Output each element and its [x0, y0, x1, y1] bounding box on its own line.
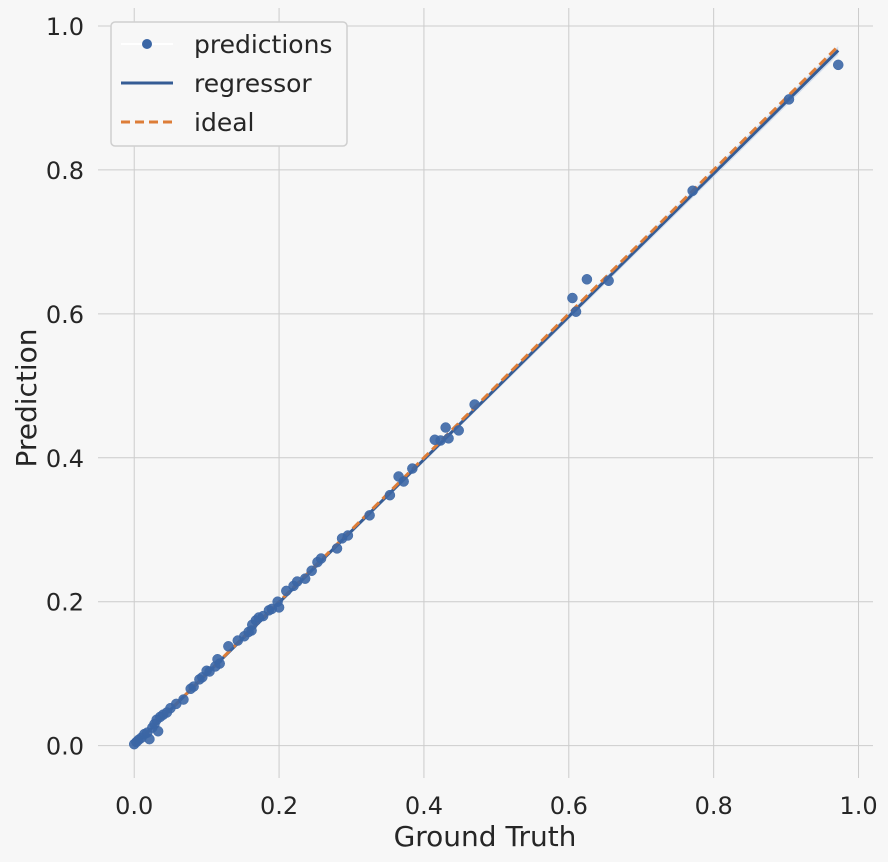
- y-tick-label: 1.0: [46, 13, 84, 41]
- y-axis-label: Prediction: [10, 328, 43, 467]
- chart-legend: predictions regressor ideal: [110, 21, 348, 147]
- grid-layer: [98, 8, 873, 778]
- prediction-point: [331, 543, 343, 554]
- prediction-point: [306, 565, 317, 576]
- legend-predictions-marker: [142, 39, 152, 49]
- prediction-point: [567, 292, 578, 304]
- prediction-point: [315, 553, 327, 564]
- y-tick-label: 0.4: [46, 445, 84, 473]
- prediction-point: [152, 725, 164, 737]
- prediction-point: [144, 733, 155, 745]
- x-tick-label: 0.2: [260, 792, 298, 820]
- legend-box: [110, 21, 348, 147]
- prediction-point: [178, 694, 189, 705]
- y-tick-label: 0.8: [46, 157, 84, 185]
- legend-regressor-label: regressor: [194, 69, 312, 98]
- x-axis-label: Ground Truth: [394, 820, 577, 853]
- prediction-point: [188, 681, 199, 692]
- x-tick-label: 0.6: [550, 792, 588, 820]
- y-tick-labels: 0.0 0.2 0.4 0.6 0.8 1.0: [46, 13, 84, 761]
- legend-ideal-label: ideal: [194, 108, 254, 137]
- prediction-point: [581, 274, 593, 285]
- prediction-point: [273, 602, 285, 613]
- prediction-point: [469, 399, 480, 410]
- y-tick-label: 0.6: [46, 301, 84, 329]
- prediction-point: [281, 585, 292, 597]
- x-tick-labels: 0.0 0.2 0.4 0.6 0.8 1.0: [115, 792, 877, 820]
- prediction-point: [398, 476, 409, 487]
- x-tick-label: 0.0: [115, 792, 153, 820]
- prediction-point: [299, 573, 311, 584]
- prediction-point: [223, 641, 234, 652]
- ideal-line: [133, 45, 840, 747]
- x-tick-label: 0.8: [695, 792, 733, 820]
- prediction-point: [214, 658, 225, 669]
- point-layer: [128, 59, 844, 750]
- prediction-point: [342, 530, 354, 541]
- prediction-point: [570, 306, 582, 317]
- x-tick-label: 1.0: [839, 792, 877, 820]
- y-tick-label: 0.2: [46, 589, 84, 617]
- y-tick-label: 0.0: [46, 733, 84, 761]
- legend-predictions-label: predictions: [194, 30, 332, 59]
- prediction-point: [453, 425, 464, 436]
- prediction-point: [832, 59, 844, 71]
- prediction-point: [407, 463, 418, 474]
- prediction-point: [783, 94, 795, 105]
- prediction-point: [603, 275, 614, 286]
- prediction-point: [443, 433, 454, 444]
- prediction-point: [384, 489, 396, 501]
- x-tick-label: 0.4: [405, 792, 443, 820]
- prediction-point: [440, 422, 451, 433]
- prediction-point: [687, 185, 698, 197]
- prediction-point: [364, 510, 375, 521]
